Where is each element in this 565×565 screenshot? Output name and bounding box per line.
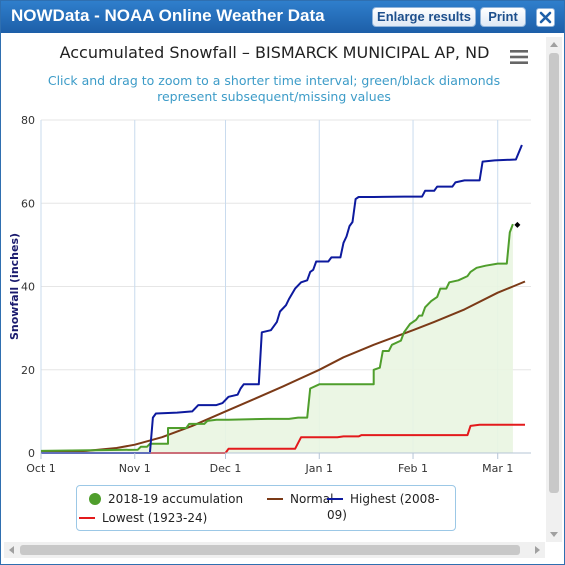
line-highest <box>41 144 523 454</box>
y-tick-label: 20 <box>21 364 35 377</box>
close-button[interactable] <box>536 8 555 27</box>
x-tick-label: Nov 1 <box>119 462 151 475</box>
x-tick-label: Oct 1 <box>26 462 56 475</box>
close-icon <box>539 11 552 24</box>
y-tick-label: 60 <box>21 197 35 210</box>
legend-label: Lowest (1923-24) <box>102 511 208 525</box>
line-lowest <box>41 423 525 454</box>
legend-item-highest[interactable]: Highest (2008-09) <box>327 491 455 522</box>
enlarge-results-button[interactable]: Enlarge results <box>372 7 476 27</box>
line-2018-19 <box>40 223 514 452</box>
x-tick-label: Feb 1 <box>398 462 428 475</box>
legend-label: Normal <box>290 492 334 506</box>
x-tick-label: Jan 1 <box>305 462 333 475</box>
results-content: 0 20 40 60 80 Oct 1 Nov 1 Dec 1 Jan 1 Feb 1 Mar 1 S… <box>4 37 545 542</box>
legend-line-icon <box>267 498 283 500</box>
legend-line-icon <box>327 498 343 500</box>
chart-title: Accumulated Snowfall – BISMARCK MUNICIPA… <box>59 43 490 62</box>
chart-subtitle: Click and drag to zoom to a shorter time… <box>47 73 501 104</box>
hamburger-menu-icon[interactable] <box>509 49 529 65</box>
legend-line-icon <box>79 517 95 519</box>
line-normal <box>40 280 526 454</box>
legend-dot-icon <box>89 493 101 505</box>
area-2018-19 <box>41 224 513 453</box>
print-button[interactable]: Print <box>480 7 526 27</box>
scrollbar-arrows-icon <box>549 42 559 537</box>
x-tick-label: Dec 1 <box>210 462 242 475</box>
window-titlebar[interactable]: NOWData - NOAA Online Weather Data Enlar… <box>1 1 564 33</box>
y-tick-label: 0 <box>28 447 35 460</box>
legend-label: Highest (2008-09) <box>327 492 440 522</box>
x-tick-label: Mar 1 <box>482 462 513 475</box>
y-tick-label: 80 <box>21 114 35 127</box>
legend-item-lowest[interactable]: Lowest (1923-24) <box>79 510 207 526</box>
legend-item-2018-19[interactable]: 2018-19 accumulation <box>89 491 243 507</box>
window-title: NOWData - NOAA Online Weather Data <box>11 6 325 25</box>
y-tick-label: 40 <box>21 281 35 294</box>
chart-legend: 2018-19 accumulation Normal Highest (200… <box>76 485 456 531</box>
vertical-scrollbar[interactable] <box>546 37 562 542</box>
scrollbar-arrows-icon <box>9 545 540 555</box>
legend-item-normal[interactable]: Normal <box>267 491 333 507</box>
y-axis-title: Snowfall (inches) <box>8 233 21 340</box>
horizontal-scrollbar[interactable] <box>4 542 545 558</box>
missing-value-marker <box>514 221 521 228</box>
snowfall-chart[interactable]: 0 20 40 60 80 Oct 1 Nov 1 Dec 1 Jan 1 Feb 1 Mar 1 S… <box>4 37 545 542</box>
legend-label: 2018-19 accumulation <box>108 492 244 506</box>
